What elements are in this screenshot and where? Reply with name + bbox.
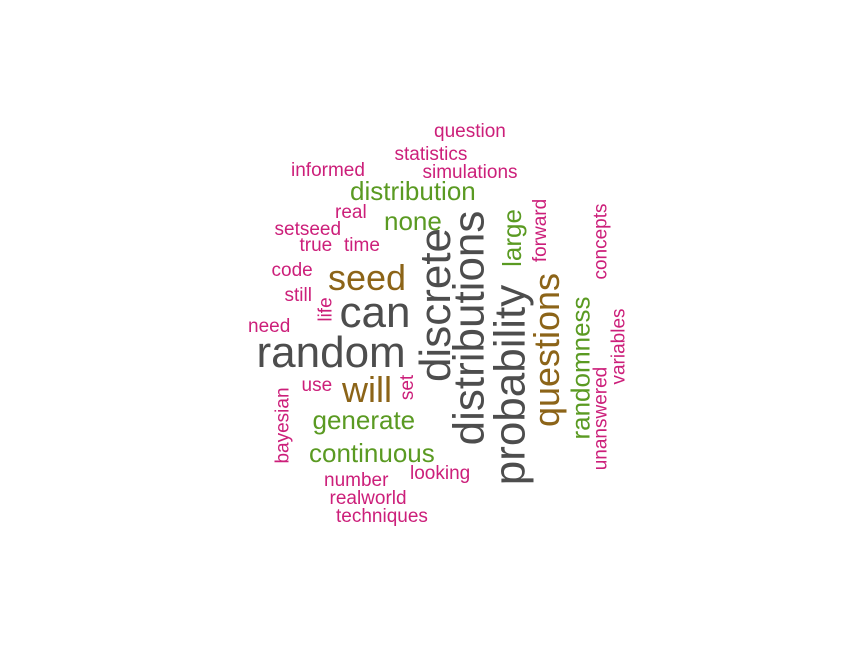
word-randomness: randomness	[565, 296, 596, 440]
word-number: number	[324, 469, 389, 491]
word-life: life	[315, 296, 337, 322]
word-unanswered: unanswered	[590, 366, 612, 470]
word-informed: informed	[291, 159, 365, 181]
word-generate: generate	[312, 405, 416, 435]
word-statistics: statistics	[394, 143, 468, 165]
word-distribution: distribution	[350, 176, 476, 206]
word-real: real	[335, 201, 367, 223]
word-setseed: setseed	[274, 218, 342, 240]
word-code: code	[271, 259, 313, 281]
word-random: random	[256, 328, 406, 377]
word-forward: forward	[529, 198, 551, 262]
word-simulations: simulations	[422, 161, 518, 183]
word-distributions: distributions	[443, 210, 493, 446]
word-questions: questions	[526, 272, 568, 428]
word-can: can	[339, 288, 411, 337]
word-question: question	[434, 120, 506, 142]
word-concepts: concepts	[590, 202, 612, 280]
word-bayesian: bayesian	[272, 386, 294, 464]
word-use: use	[301, 374, 333, 396]
word-will: will	[342, 369, 392, 410]
word-none: none	[384, 206, 442, 236]
word-techniques: techniques	[336, 505, 428, 527]
word-set: set	[396, 374, 418, 400]
word-large: large	[496, 209, 527, 267]
word-looking: looking	[410, 462, 471, 484]
word-continuous: continuous	[309, 438, 435, 468]
word-time: time	[344, 234, 380, 256]
word-seed: seed	[328, 257, 407, 298]
word-variables: variables	[608, 307, 630, 385]
word-need: need	[248, 315, 291, 337]
word-realworld: realworld	[329, 487, 407, 509]
word-still: still	[284, 284, 312, 306]
word-true: true	[299, 234, 333, 256]
